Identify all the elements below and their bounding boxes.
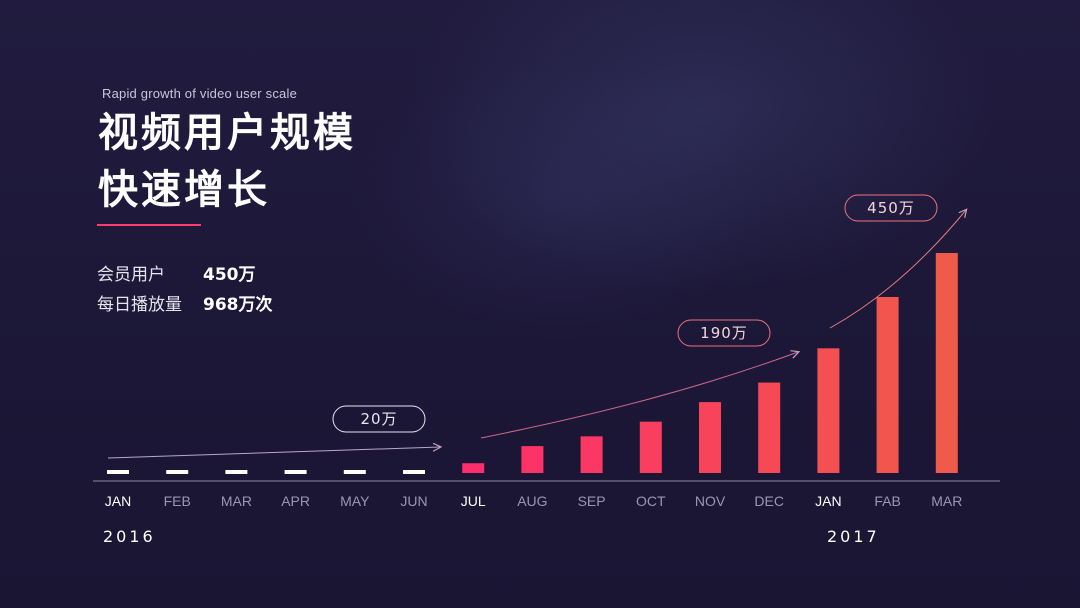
bar-nov-2016	[699, 402, 721, 473]
title-line-2: 快速增长	[98, 167, 270, 213]
bar-sep-2016	[580, 436, 603, 473]
bar-may-2016	[343, 470, 366, 474]
bar-jan-2016	[107, 470, 129, 474]
x-tick-label: AUG	[517, 493, 547, 509]
title-underline	[97, 224, 201, 226]
subtitle: Rapid growth of video user scale	[102, 86, 298, 101]
x-tick-label: SEP	[578, 493, 606, 509]
bar-fab-2017	[876, 297, 899, 473]
bar-jun-2016	[403, 470, 425, 474]
year-label-start: 2016	[103, 527, 156, 546]
x-tick-label: MAR	[931, 493, 962, 509]
x-tick-label: JAN	[105, 493, 131, 509]
x-tick-label: FEB	[164, 493, 191, 509]
bar-aug-2016	[521, 446, 544, 473]
x-tick-label: NOV	[695, 493, 726, 509]
stat-members-value: 450万	[203, 265, 256, 285]
bar-mar-2016	[225, 470, 248, 474]
x-tick-label: DEC	[754, 493, 784, 509]
callout-450-label: 450万	[867, 199, 915, 217]
x-tick-label: OCT	[636, 493, 666, 509]
x-tick-label: APR	[281, 493, 310, 509]
bar-jul-2016	[462, 463, 485, 473]
bar-apr-2016	[284, 470, 307, 474]
x-tick-label: JAN	[815, 493, 841, 509]
callout-450: 450万	[844, 194, 938, 222]
x-tick-label: JUN	[400, 493, 427, 509]
growth-arrow-1	[107, 447, 440, 459]
year-label-end: 2017	[827, 527, 880, 546]
growth-arrow-2	[480, 352, 798, 439]
bar-feb-2016	[166, 470, 189, 474]
stat-members-label: 会员用户	[97, 265, 165, 285]
growth-arrow-3	[829, 210, 966, 329]
x-tick-label: FAB	[874, 493, 900, 509]
x-tick-label: MAY	[340, 493, 370, 509]
bar-dec-2016	[758, 382, 781, 473]
bar-mar-2017	[935, 253, 958, 473]
callout-20-label: 20万	[360, 410, 397, 428]
x-tick-label: JUL	[461, 493, 486, 509]
bar-oct-2016	[639, 421, 662, 473]
stat-daily-plays: 每日播放量 968万次	[97, 290, 273, 315]
bar-jan-2017	[817, 348, 840, 473]
bars-group	[107, 253, 958, 474]
title-line-1: 视频用户规模	[98, 110, 356, 156]
stat-members: 会员用户 450万	[97, 260, 256, 285]
x-tick-label: MAR	[221, 493, 252, 509]
x-tick-labels: JAN FEB MAR APR MAY JUN JUL AUG SEP OCT NOV DEC JAN F…	[105, 493, 963, 509]
stat-daily-plays-value: 968万次	[203, 295, 273, 315]
callout-20: 20万	[332, 405, 426, 433]
stat-daily-plays-label: 每日播放量	[97, 295, 182, 315]
callout-190: 190万	[677, 319, 771, 347]
callout-190-label: 190万	[700, 324, 748, 342]
